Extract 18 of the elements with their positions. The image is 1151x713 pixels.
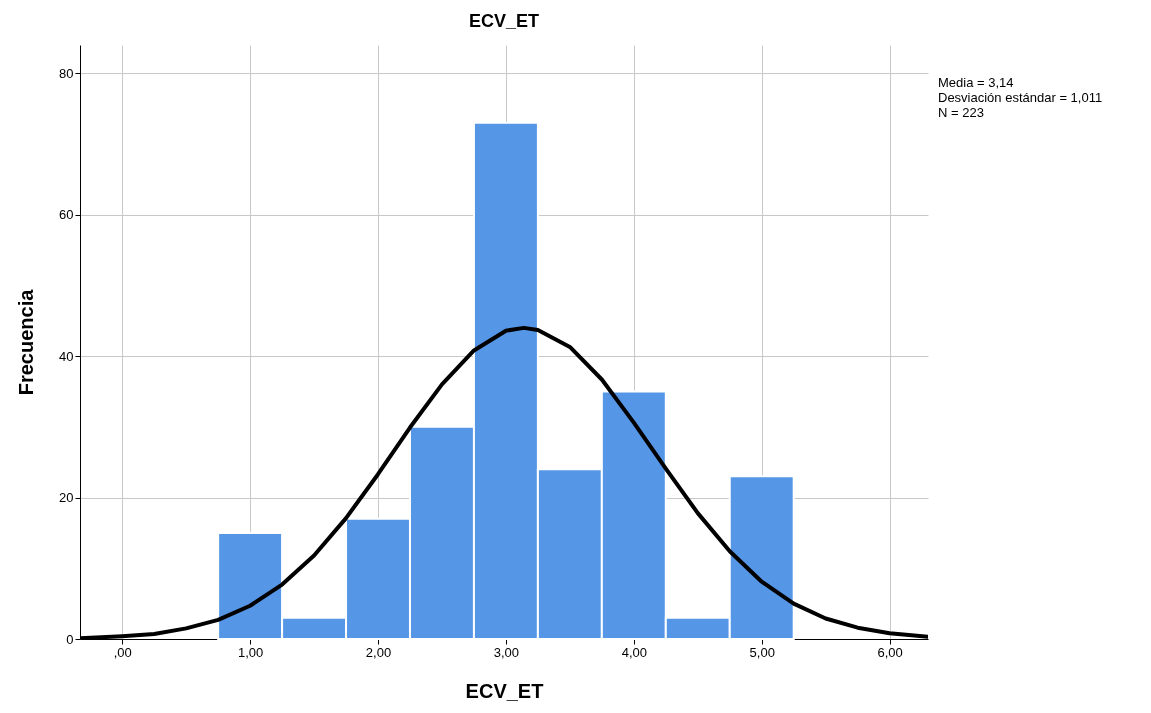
- x-axis-title: ECV_ET: [465, 679, 544, 702]
- text: N = 223: [938, 105, 984, 120]
- text: Media = 3,14: [938, 75, 1014, 90]
- y-tick-label: 40: [59, 348, 74, 364]
- y-tick-label: 0: [66, 631, 74, 647]
- text: Desviación estándar = 1,011: [938, 90, 1103, 105]
- x-tick-label: 5,00: [749, 644, 775, 660]
- x-tick-label: ,00: [113, 644, 132, 660]
- chart-title: ECV_ET: [468, 11, 540, 31]
- x-tick-label: 3,00: [493, 644, 520, 660]
- y-tick-label: 80: [59, 65, 74, 81]
- x-tick-label: 1,00: [237, 644, 264, 660]
- y-axis-title: Frecuencia: [15, 288, 38, 396]
- y-tick-label: 20: [59, 490, 74, 506]
- x-tick-label: 4,00: [621, 644, 647, 660]
- x-tick-label: 2,00: [365, 644, 392, 660]
- y-tick-label: 60: [59, 207, 74, 223]
- x-tick-label: 6,00: [877, 644, 903, 660]
